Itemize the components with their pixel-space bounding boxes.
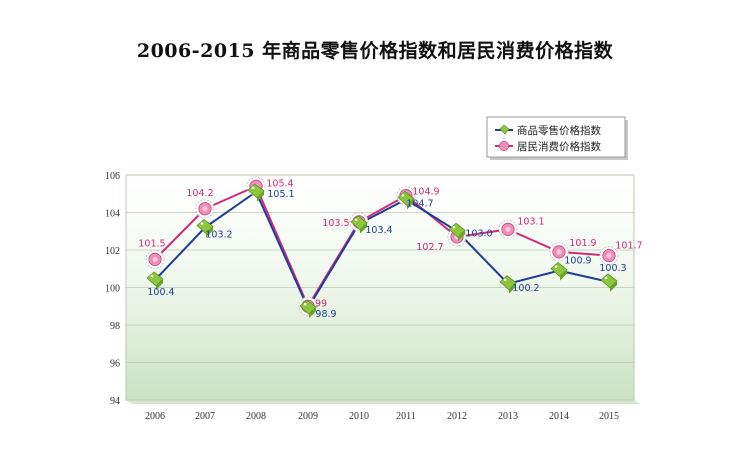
y-tick-label: 98 (110, 321, 120, 332)
x-tick-label: 2010 (349, 411, 369, 422)
y-tick-label: 104 (105, 209, 120, 220)
retail-point (196, 218, 214, 238)
plot-floor (126, 400, 640, 404)
series-line-consumer (154, 185, 610, 308)
legend-marker-consumer (499, 141, 509, 151)
x-tick-label: 2008 (246, 411, 266, 422)
consumer-point (549, 242, 569, 262)
retail-data-label: 103.0 (465, 228, 492, 239)
consumer-data-label: 103.5 (322, 218, 349, 229)
x-tick-label: 2012 (447, 411, 467, 422)
retail-point (350, 215, 368, 234)
y-tick-label: 100 (105, 284, 120, 295)
consumer-data-label: 99 (315, 298, 327, 309)
legend (486, 116, 626, 158)
x-tick-label: 2015 (599, 411, 619, 422)
consumer-data-label: 104.2 (186, 188, 213, 199)
consumer-data-label: 105.4 (266, 178, 293, 189)
retail-point (550, 262, 568, 281)
legend-label-consumer: 居民消费价格指数 (517, 140, 601, 153)
retail-point (499, 275, 517, 294)
consumer-data-label: 101.5 (138, 238, 165, 249)
consumer-data-label: 101.7 (615, 241, 642, 252)
x-tick-label: 2006 (145, 411, 165, 422)
retail-point (448, 222, 466, 242)
series-line-retail (154, 190, 610, 310)
legend-label-retail: 商品零售价格指数 (517, 124, 601, 137)
retail-point (247, 183, 265, 202)
y-tick-label: 96 (110, 359, 120, 370)
retail-data-label: 103.2 (205, 230, 232, 241)
consumer-data-label: 102.7 (416, 242, 443, 253)
retail-point (146, 271, 164, 290)
retail-point (397, 190, 415, 210)
y-tick-label: 102 (105, 246, 120, 257)
consumer-point (599, 246, 619, 266)
y-tick-label: 106 (105, 171, 120, 182)
retail-data-label: 98.9 (315, 309, 336, 320)
retail-data-label: 100.4 (147, 287, 174, 298)
consumer-data-label: 104.9 (412, 187, 439, 198)
retail-point (600, 273, 618, 292)
x-tick-label: 2007 (195, 411, 215, 422)
consumer-point (145, 249, 165, 269)
retail-data-label: 105.1 (267, 189, 294, 200)
retail-data-label: 104.7 (406, 198, 433, 209)
retail-data-label: 103.4 (365, 225, 392, 236)
consumer-point (498, 219, 518, 239)
retail-point (299, 299, 317, 319)
x-tick-label: 2009 (298, 411, 318, 422)
y-tick-label: 94 (110, 396, 120, 407)
consumer-data-label: 101.9 (569, 238, 596, 249)
x-tick-label: 2014 (549, 411, 569, 422)
consumer-data-label: 103.1 (517, 216, 544, 227)
x-tick-label: 2013 (498, 411, 518, 422)
consumer-point (195, 199, 215, 219)
x-tick-label: 2011 (396, 411, 416, 422)
chart-title: 2006-2015 年商品零售价格指数和居民消费价格指数 (136, 40, 614, 62)
retail-data-label: 100.3 (599, 263, 626, 274)
legend-marker-retail (499, 124, 510, 135)
retail-data-label: 100.2 (512, 283, 539, 294)
retail-data-label: 100.9 (564, 256, 591, 267)
